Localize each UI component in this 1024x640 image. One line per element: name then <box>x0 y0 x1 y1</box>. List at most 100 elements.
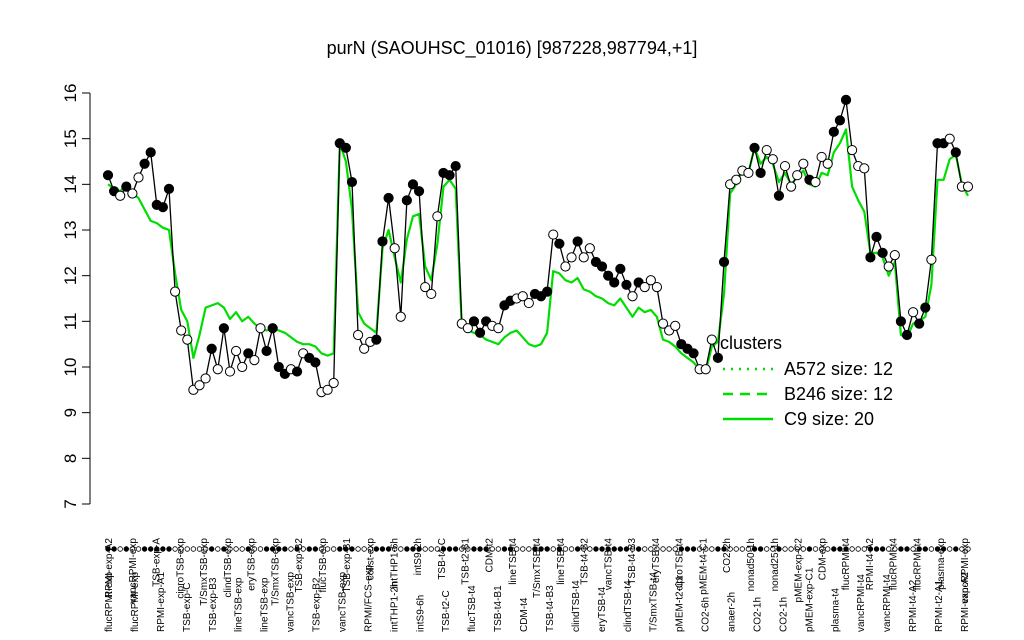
data-point-19 <box>218 323 229 334</box>
data-point-3 <box>121 181 132 192</box>
x-tick-label-top-22: TSB-t4-B3 <box>627 538 638 585</box>
x-tick-label-top-36: vancRPMI-exp <box>960 538 971 604</box>
x-tick-label-bottom-6: lineTSB-exp <box>260 577 271 632</box>
x-tick-marker-97 <box>696 546 703 552</box>
x-tick-label-bottom-25: CO2-1h <box>752 597 763 632</box>
data-point-96 <box>688 348 699 359</box>
x-tick-label-bottom-27: pMEM-exp-C1 <box>804 567 815 632</box>
x-tick-label-top-2: TSB-exp-A <box>152 538 163 587</box>
data-point-27 <box>267 323 278 334</box>
x-tick-label-top-11: colist-exp <box>366 538 377 581</box>
x-tick-marker-43 <box>367 546 373 552</box>
data-point-79 <box>584 243 595 254</box>
x-tick-marker-88 <box>642 546 648 552</box>
x-tick-marker-135 <box>928 546 935 552</box>
x-tick-marker-58 <box>459 546 465 552</box>
x-tick-label-top-23: eryTSB-t4 <box>651 538 662 583</box>
data-point-113 <box>792 170 803 181</box>
x-tick-marker-27 <box>269 546 276 552</box>
y-tick-label-2: 9 <box>61 408 80 417</box>
x-tick-label-top-21: vancTSB-t4 <box>603 538 614 591</box>
x-tick-label-bottom-4: TSB-exp-B3 <box>208 577 219 632</box>
x-tick-marker-50 <box>410 546 416 552</box>
data-point-24 <box>249 355 260 366</box>
data-point-114 <box>798 158 809 169</box>
x-tick-marker-47 <box>391 546 398 552</box>
x-tick-marker-125 <box>867 546 874 552</box>
data-point-11 <box>169 286 181 297</box>
x-tick-marker-92 <box>666 546 672 552</box>
y-tick-label-8: 15 <box>61 129 80 148</box>
data-point-74 <box>554 238 565 249</box>
x-tick-label-bottom-0: flucRPMI-exp <box>104 572 115 632</box>
x-tick-marker-37 <box>330 546 337 552</box>
data-point-106 <box>749 142 760 153</box>
data-point-93 <box>670 320 681 331</box>
y-tick-label-9: 16 <box>61 84 80 103</box>
x-tick-label-bottom-31: RPMI-t4-A2 <box>908 579 919 632</box>
data-point-100 <box>712 352 724 363</box>
x-tick-label-top-28: nonad25-1h <box>770 538 781 591</box>
x-tick-marker-107 <box>757 546 764 552</box>
x-tick-label-top-30: CDM-exp <box>817 538 828 581</box>
data-point-127 <box>877 247 888 258</box>
legend-title: clusters <box>720 333 782 353</box>
x-tick-marker-96 <box>690 546 697 552</box>
data-point-60 <box>468 316 480 327</box>
x-tick-marker-93 <box>672 546 678 552</box>
x-tick-marker-117 <box>818 546 825 552</box>
x-tick-marker-76 <box>568 546 575 552</box>
data-point-107 <box>755 167 766 179</box>
x-tick-label-top-18: T/SmxTSB-t4 <box>532 538 543 598</box>
x-tick-marker-30 <box>288 546 294 552</box>
data-point-6 <box>139 158 150 169</box>
data-point-9 <box>157 202 168 213</box>
x-tick-marker-103 <box>733 546 739 552</box>
data-point-72 <box>542 286 553 297</box>
x-tick-marker-77 <box>574 546 581 552</box>
data-point-56 <box>444 170 455 181</box>
x-tick-marker-42 <box>361 546 367 552</box>
data-point-132 <box>908 307 919 318</box>
x-tick-marker-12 <box>178 546 184 552</box>
x-tick-marker-57 <box>452 546 459 552</box>
x-tick-marker-101 <box>721 546 727 552</box>
x-tick-label-bottom-16: CDM-t4 <box>519 597 530 632</box>
data-point-112 <box>786 181 797 192</box>
x-tick-marker-25 <box>257 546 264 552</box>
x-tick-label-bottom-7: vancTSB-exp <box>286 572 297 632</box>
data-point-77 <box>572 236 583 247</box>
data-point-119 <box>828 126 839 137</box>
data-point-88 <box>639 281 650 293</box>
x-tick-label-top-19: lineTSB-t4 <box>556 538 567 585</box>
x-tick-marker-127 <box>879 546 886 552</box>
x-axis-ticks <box>105 546 971 552</box>
data-point-133 <box>914 318 925 329</box>
x-tick-marker-4 <box>129 546 136 552</box>
x-tick-label-top-9: flucTSB-exp <box>318 538 329 593</box>
x-tick-label-bottom-10: RPMI/FCS-exp <box>363 564 374 632</box>
x-tick-marker-56 <box>446 546 453 552</box>
x-tick-marker-98 <box>703 546 709 552</box>
points-group <box>102 94 974 398</box>
x-tick-label-bottom-15: TSB-t4-B1 <box>493 585 504 632</box>
data-point-34 <box>310 357 321 368</box>
x-tick-marker-119 <box>831 546 837 552</box>
data-point-124 <box>859 163 870 174</box>
data-point-130 <box>895 316 907 327</box>
x-tick-label-top-3: ciproTSB-exp <box>175 538 186 599</box>
legend-label-2: C9 size: 20 <box>784 409 874 429</box>
data-point-109 <box>767 154 778 165</box>
x-tick-marker-59 <box>465 546 471 552</box>
data-point-81 <box>596 261 608 272</box>
x-axis-labels: RPMI-exp-A2 vancRPMI-exp TSB-exp-A ciproTSB… <box>104 538 971 632</box>
x-tick-label-bottom-19: eryTSB-t4 <box>597 587 608 632</box>
data-point-36 <box>322 384 333 395</box>
data-point-120 <box>834 115 846 126</box>
x-tick-label-top-25: pMEM-t4-C1 <box>698 538 709 595</box>
data-point-47 <box>389 243 400 254</box>
x-tick-marker-102 <box>727 546 733 552</box>
data-point-23 <box>243 348 254 359</box>
data-point-54 <box>432 211 443 222</box>
legend: clusters A572 size: 12 B246 size: 12 C9 si… <box>720 333 893 429</box>
